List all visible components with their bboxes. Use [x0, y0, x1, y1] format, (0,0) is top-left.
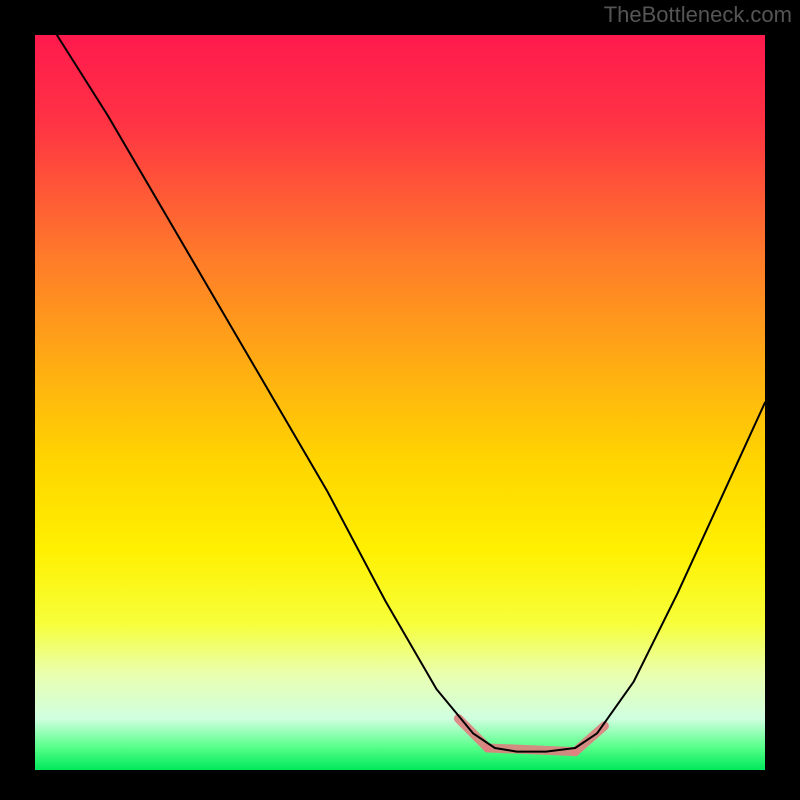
watermark-text: TheBottleneck.com: [604, 2, 792, 28]
bottleneck-curve-chart: [0, 0, 800, 800]
plot-background: [35, 35, 765, 770]
chart-container: TheBottleneck.com: [0, 0, 800, 800]
